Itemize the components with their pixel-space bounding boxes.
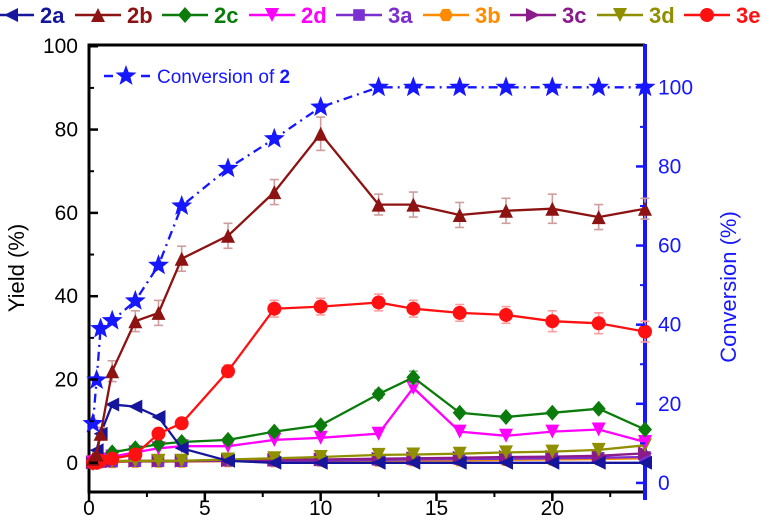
left-tick-label: 60 — [55, 202, 78, 225]
left-tick-label: 80 — [55, 119, 78, 142]
left-tick-label: 20 — [55, 369, 78, 392]
left-tick-label: 0 — [66, 452, 78, 475]
right-tick-label: 0 — [658, 472, 670, 495]
x-tick-label: 20 — [541, 497, 564, 520]
inner-legend-symbol — [104, 65, 150, 85]
legend-item-3d: 3d — [597, 3, 675, 28]
inner-legend-label: Conversion of 2 — [157, 67, 290, 88]
inner-legend-text: Conversion of — [157, 67, 280, 88]
right-tick-label: 40 — [658, 314, 681, 337]
left-tick-label: 40 — [55, 285, 78, 308]
legend-label-3e: 3e — [736, 3, 760, 28]
legend-label-2c: 2c — [214, 3, 238, 28]
right-tick-label: 100 — [658, 76, 693, 99]
series-layer — [82, 76, 656, 471]
legend-item-3a: 3a — [336, 3, 413, 28]
right-axis-title: Conversion (%) — [716, 211, 741, 363]
axes-layer: 0 20 40 60 80 100 0 20 40 60 80 100 0 5 10 15 20 — [43, 35, 693, 520]
x-tick-label: 15 — [425, 497, 448, 520]
legend-item-3c: 3c — [510, 3, 586, 28]
legend-label-3c: 3c — [562, 3, 586, 28]
legend-item-2c: 2c — [162, 3, 238, 28]
legend-label-3a: 3a — [388, 3, 413, 28]
right-tick-label: 20 — [658, 393, 681, 416]
legend-label-3b: 3b — [475, 3, 501, 28]
legend-item-2b: 2b — [75, 3, 153, 28]
legend-item-2a: 2a — [0, 3, 65, 28]
series-conversion-of-2 — [82, 76, 656, 433]
series-2b — [85, 116, 652, 466]
legend-label-2b: 2b — [127, 3, 153, 28]
x-tick-label: 5 — [199, 497, 211, 520]
legend-item-3b: 3b — [423, 3, 501, 28]
x-tick-label: 10 — [309, 497, 332, 520]
right-tick-label: 80 — [658, 155, 681, 178]
legend-label-2d: 2d — [301, 3, 327, 28]
legend-item-3e: 3e — [684, 3, 760, 28]
legend-label-2a: 2a — [40, 3, 65, 28]
x-tick-label: 0 — [83, 497, 95, 520]
top-legend: 2a 2b 2c 2d 3a 3b 3c 3d 3e — [0, 3, 760, 28]
left-axis-title: Yield (%) — [4, 224, 29, 312]
series-2c — [85, 369, 652, 471]
right-tick-label: 60 — [658, 235, 681, 258]
legend-item-2d: 2d — [249, 3, 327, 28]
legend-label-3d: 3d — [649, 3, 675, 28]
left-tick-label: 100 — [43, 35, 78, 58]
inner-legend-bold: 2 — [280, 67, 291, 88]
